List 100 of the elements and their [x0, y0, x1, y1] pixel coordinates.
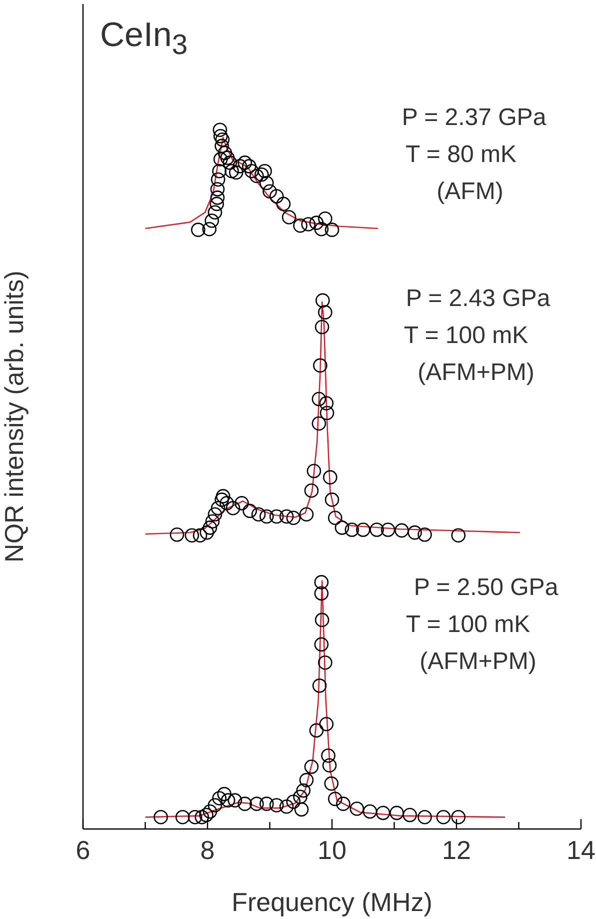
point — [210, 500, 226, 516]
point — [154, 810, 168, 824]
point — [314, 222, 329, 236]
point — [321, 748, 336, 763]
point — [336, 796, 350, 811]
point — [328, 510, 342, 526]
point — [259, 796, 274, 811]
point — [356, 522, 370, 537]
point — [314, 320, 330, 334]
point — [309, 723, 324, 738]
point — [259, 509, 274, 524]
point — [224, 164, 239, 178]
x-axis-title: Frequency (MHz) — [232, 887, 432, 917]
point — [170, 528, 184, 542]
point — [184, 528, 200, 543]
point — [451, 528, 466, 543]
point — [242, 504, 257, 518]
point — [208, 205, 222, 220]
chart-title: CeIn$_{3}$ — [100, 16, 188, 62]
point — [316, 293, 330, 308]
point — [188, 810, 202, 824]
point — [220, 150, 235, 165]
point — [376, 806, 390, 820]
point — [314, 575, 329, 590]
point — [286, 510, 301, 526]
point — [293, 218, 308, 233]
annotation: P = 2.43 GPa — [406, 285, 550, 313]
point — [228, 165, 244, 180]
point — [309, 216, 324, 230]
point — [222, 156, 238, 170]
point — [344, 522, 360, 537]
point — [276, 196, 291, 212]
point — [304, 483, 319, 498]
point — [210, 196, 224, 212]
x-tick-label: 10 — [318, 835, 346, 865]
point — [214, 492, 229, 507]
point — [320, 406, 334, 420]
point — [220, 496, 234, 510]
point — [208, 507, 222, 522]
point — [212, 122, 228, 137]
point — [216, 489, 230, 504]
point — [250, 796, 264, 811]
point — [220, 793, 236, 808]
point — [214, 138, 229, 154]
point — [258, 164, 272, 178]
point — [319, 716, 334, 732]
point — [313, 358, 328, 373]
annotation: T = 100 mK — [404, 322, 528, 350]
annotation: T = 80 mK — [406, 141, 516, 169]
point — [200, 525, 214, 540]
point — [380, 522, 396, 537]
point — [319, 396, 334, 410]
point — [299, 507, 314, 522]
point — [322, 758, 337, 773]
x-tick-label: 8 — [200, 835, 215, 865]
point — [218, 146, 232, 160]
point — [192, 528, 208, 543]
point — [226, 500, 240, 516]
point — [210, 172, 226, 187]
x-tick-label: 6 — [76, 835, 90, 865]
point — [324, 776, 339, 791]
point — [262, 184, 277, 199]
point — [234, 496, 249, 510]
point — [306, 464, 322, 478]
point — [318, 655, 332, 670]
point — [194, 810, 210, 824]
point — [215, 132, 230, 147]
point — [296, 783, 311, 798]
point — [314, 586, 329, 601]
point — [322, 470, 338, 484]
point — [199, 808, 214, 822]
point — [228, 793, 242, 808]
point — [217, 786, 232, 802]
point — [205, 514, 220, 529]
point — [191, 222, 206, 237]
point — [312, 392, 326, 406]
point — [362, 804, 378, 819]
point — [312, 678, 327, 693]
point — [436, 810, 451, 824]
point — [390, 806, 404, 820]
point — [202, 520, 218, 535]
point — [269, 798, 284, 812]
point — [238, 796, 252, 811]
point — [251, 507, 266, 522]
point — [301, 217, 316, 232]
point — [418, 810, 432, 824]
point — [293, 790, 308, 804]
point — [328, 792, 342, 806]
point — [212, 791, 226, 806]
point — [213, 152, 228, 166]
point — [254, 167, 269, 182]
point — [210, 190, 225, 205]
point — [269, 509, 284, 524]
point — [318, 305, 332, 320]
point — [314, 637, 329, 652]
point — [294, 802, 309, 817]
point — [402, 808, 417, 822]
point — [282, 210, 296, 224]
annotation: (AFM) — [436, 178, 504, 206]
y-axis-title: NQR intensity (arb. units) — [0, 270, 30, 562]
